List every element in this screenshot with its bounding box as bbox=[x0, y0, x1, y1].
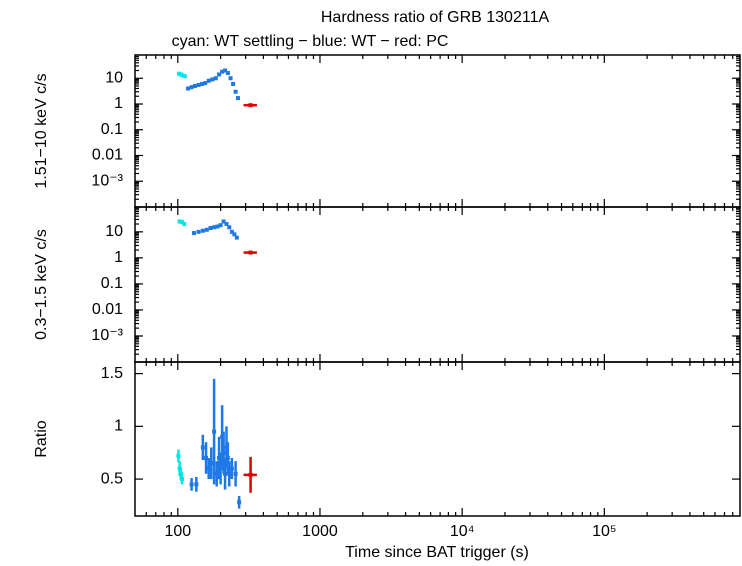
plot-frame bbox=[134, 206, 741, 363]
plot-frame bbox=[134, 361, 741, 517]
plot-frame bbox=[134, 54, 741, 208]
x-tick-label: 10⁵ bbox=[592, 523, 616, 540]
point bbox=[221, 219, 226, 224]
point bbox=[227, 225, 232, 230]
x-tick-label: 10⁴ bbox=[450, 523, 475, 540]
point bbox=[215, 224, 220, 229]
point bbox=[234, 235, 239, 240]
y-tick-label: 1 bbox=[114, 95, 123, 112]
y-tick-label: 10⁻³ bbox=[91, 327, 123, 344]
point bbox=[189, 85, 194, 90]
point bbox=[182, 222, 187, 227]
y-axis-label: 0.3−1.5 keV c/s bbox=[33, 229, 50, 340]
point bbox=[220, 69, 225, 74]
point bbox=[218, 223, 223, 228]
point bbox=[217, 72, 222, 77]
point bbox=[229, 229, 234, 234]
point bbox=[180, 73, 185, 78]
point bbox=[182, 74, 187, 79]
point bbox=[223, 68, 228, 73]
y-tick-label: 1.5 bbox=[101, 365, 123, 382]
point bbox=[196, 82, 201, 87]
point bbox=[179, 219, 184, 224]
point bbox=[204, 227, 209, 232]
y-tick-label: 0.01 bbox=[92, 301, 123, 318]
point bbox=[208, 226, 213, 231]
y-tick-label: 10 bbox=[105, 223, 123, 240]
point bbox=[231, 81, 236, 86]
y-tick-label: 0.01 bbox=[92, 147, 123, 164]
x-tick-label: 1000 bbox=[302, 523, 338, 540]
point bbox=[186, 86, 191, 91]
y-tick-label: 1 bbox=[114, 418, 123, 435]
point bbox=[210, 77, 215, 82]
point bbox=[206, 78, 211, 83]
point bbox=[192, 84, 197, 89]
y-tick-label: 10⁻³ bbox=[91, 172, 123, 189]
y-tick-label: 0.1 bbox=[101, 121, 123, 138]
y-tick-label: 0.1 bbox=[101, 275, 123, 292]
point bbox=[212, 225, 217, 230]
y-axis-label: 1.51−10 keV c/s bbox=[33, 73, 50, 188]
point bbox=[233, 89, 238, 94]
point bbox=[224, 222, 229, 227]
x-axis-label: Time since BAT trigger (s) bbox=[345, 544, 529, 561]
point bbox=[200, 228, 205, 233]
y-tick-label: 10 bbox=[105, 69, 123, 86]
chart-title: Hardness ratio of GRB 130211A bbox=[321, 9, 550, 26]
x-tick-label: 100 bbox=[164, 523, 191, 540]
y-tick-label: 0.5 bbox=[101, 470, 123, 487]
point bbox=[213, 76, 218, 81]
point bbox=[225, 70, 230, 75]
y-tick-label: 1 bbox=[114, 249, 123, 266]
point bbox=[196, 229, 201, 234]
point bbox=[177, 219, 182, 224]
point bbox=[232, 232, 237, 237]
point bbox=[228, 76, 233, 81]
point bbox=[191, 231, 196, 236]
point bbox=[235, 96, 240, 101]
point bbox=[203, 81, 208, 86]
point bbox=[200, 81, 205, 86]
y-axis-label: Ratio bbox=[33, 420, 50, 457]
chart-subtitle: cyan: WT settling − blue: WT − red: PC bbox=[172, 33, 449, 50]
